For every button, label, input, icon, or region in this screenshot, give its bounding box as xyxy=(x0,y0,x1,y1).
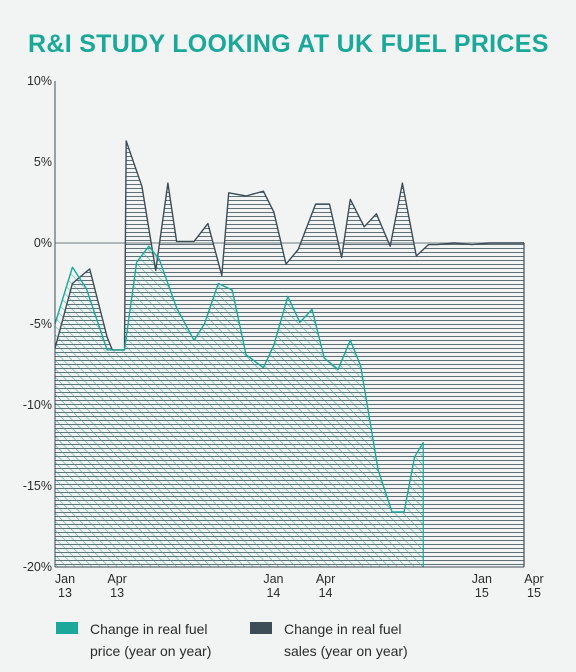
x-tick-label: Jan xyxy=(263,572,283,586)
series-fills xyxy=(55,140,524,567)
legend-label-price: Change in real fuel price (year on year) xyxy=(90,618,270,662)
x-tick-label-year: 15 xyxy=(527,586,541,600)
y-tick-label: -20% xyxy=(23,560,52,574)
y-tick-label: -5% xyxy=(30,317,52,331)
legend-sales-line2: sales (year on year) xyxy=(284,643,408,659)
legend-price-line2: price (year on year) xyxy=(90,643,212,659)
x-tick-label: Apr xyxy=(524,572,543,586)
y-tick-label: -10% xyxy=(23,398,52,412)
y-tick-label: 0% xyxy=(34,236,52,250)
series-lines xyxy=(54,140,525,567)
x-tick-label-year: 15 xyxy=(475,586,489,600)
series-1-line xyxy=(54,245,424,513)
x-tick-label: Jan xyxy=(55,572,75,586)
x-tick-label: Apr xyxy=(316,572,335,586)
legend-swatch-price xyxy=(56,622,78,634)
x-tick-label: Apr xyxy=(107,572,126,586)
y-tick-label: 10% xyxy=(27,74,52,88)
legend-swatch-sales xyxy=(250,622,272,634)
x-tick-label-year: 13 xyxy=(110,586,124,600)
chart-title: R&I STUDY LOOKING AT UK FUEL PRICES xyxy=(28,30,549,58)
series-0-line xyxy=(54,140,524,351)
series-1-area xyxy=(55,246,424,567)
legend-price-line1: Change in real fuel xyxy=(90,621,208,637)
y-tick-label: -15% xyxy=(23,479,52,493)
x-tick-label-year: 13 xyxy=(58,586,72,600)
y-tick-label: 5% xyxy=(34,155,52,169)
x-tick-label-year: 14 xyxy=(266,586,280,600)
legend-sales-line1: Change in real fuel xyxy=(284,621,402,637)
y-tick-labels: 10% 5% 0% -5% -10% -15% -20% xyxy=(23,74,52,574)
legend-label-sales: Change in real fuel sales (year on year) xyxy=(284,618,464,662)
x-tick-label-year: 14 xyxy=(319,586,333,600)
x-tick-label: Jan xyxy=(472,572,492,586)
